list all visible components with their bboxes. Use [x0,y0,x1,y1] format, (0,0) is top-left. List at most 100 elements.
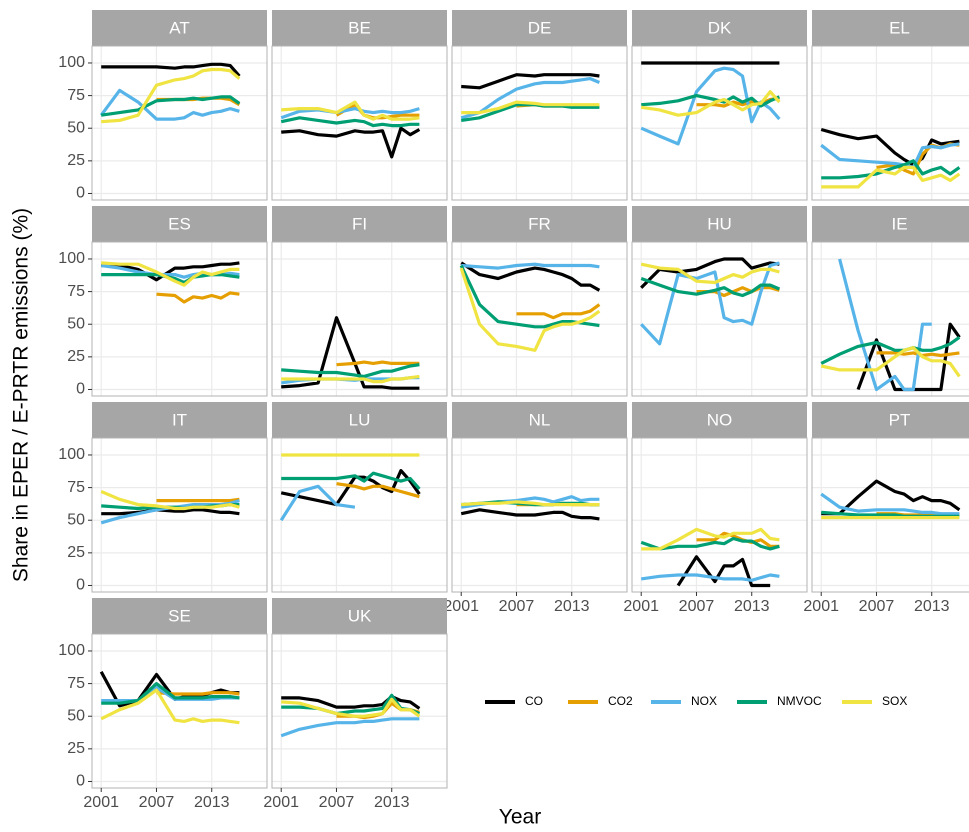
data-line [821,165,961,189]
strip-text: BE [348,18,371,37]
data-line [156,497,240,503]
data-line [101,62,241,78]
strip [452,402,627,438]
panel-background [92,634,267,788]
legend-label: NMVOC [777,694,822,708]
y-tick-label: 75 [67,87,85,104]
strip-text: ES [168,214,191,233]
panel-border [811,241,969,397]
strip-text: FI [352,214,367,233]
data-line [100,95,241,117]
strip [92,10,267,46]
x-tick-label: 2007 [319,794,355,811]
y-tick-label: 75 [67,479,85,496]
x-tick-label: 2001 [443,598,479,615]
strip-text: UK [348,606,372,625]
data-line [281,316,420,390]
data-line [640,90,781,117]
data-line [461,73,600,90]
data-line [101,682,240,705]
strip-text: LU [349,410,371,429]
panel-background [452,46,627,200]
x-tick-label: 2013 [554,598,590,615]
strip-text: PT [889,410,911,429]
strip-text: FR [528,214,551,233]
y-tick-label: 25 [67,152,85,169]
x-tick-label: 2013 [734,598,770,615]
x-tick-label: 2001 [83,794,119,811]
strip [92,206,267,242]
data-line [281,374,420,384]
panel-background [632,438,807,592]
data-line [156,691,240,696]
x-tick-label: 2007 [679,598,715,615]
y-tick-label: 50 [67,707,85,724]
y-tick-label: 25 [67,348,85,365]
panel-border [271,437,448,593]
strip-text: AT [169,18,189,37]
y-tick-label: 75 [67,283,85,300]
data-line [281,126,421,159]
data-line [281,363,420,378]
strip [92,402,267,438]
panel-border [271,241,448,397]
strip [272,402,447,438]
data-line [821,479,961,516]
data-line [99,88,240,121]
panel-border [451,437,628,593]
x-tick-label: 2001 [263,794,299,811]
panel-border [811,45,969,201]
data-line [281,695,421,710]
x-tick-label: 2001 [623,598,659,615]
data-line [820,346,961,378]
data-line [280,717,420,738]
data-line [281,471,421,490]
x-tick-label: 2013 [914,598,950,615]
data-line [641,94,781,108]
x-tick-label: 2007 [859,598,895,615]
data-line [640,257,780,289]
data-line [459,264,600,329]
data-line [101,261,240,282]
data-line [461,100,600,115]
data-line [101,508,240,516]
strip-text: EL [889,18,910,37]
data-line [100,688,240,725]
legend-label: CO [525,694,543,708]
y-axis-title: Share in EPER / E-PRTR emissions (%) [10,208,33,582]
panel-border [91,241,268,397]
panel-border [631,45,808,201]
strip-text: NL [529,410,551,429]
panel-border [451,241,628,397]
strip-text: HU [707,214,732,233]
data-line [640,261,780,346]
data-line [641,527,780,551]
panel-border [271,633,448,789]
data-line [101,67,241,124]
data-line [281,697,421,718]
data-line [460,261,601,292]
y-tick-label: 25 [67,740,85,757]
strip-text: NO [707,410,733,429]
legend-label: SOX [882,694,907,708]
y-tick-label: 25 [67,544,85,561]
data-line [459,267,601,352]
data-line [460,77,601,120]
x-axis-title: Year [499,806,541,829]
x-tick-label: 2007 [499,598,535,615]
legend-label: NOX [691,694,717,708]
strip [812,10,969,46]
data-line [838,258,932,392]
strip-text: DE [528,18,552,37]
strip-text: IE [891,214,907,233]
y-tick-label: 0 [76,577,85,594]
strip [632,402,807,438]
strip-text: SE [168,606,191,625]
panel-background [92,46,267,200]
strip [812,206,969,242]
panel-background [632,242,807,396]
data-line [640,276,781,298]
legend-label: CO2 [608,694,633,708]
